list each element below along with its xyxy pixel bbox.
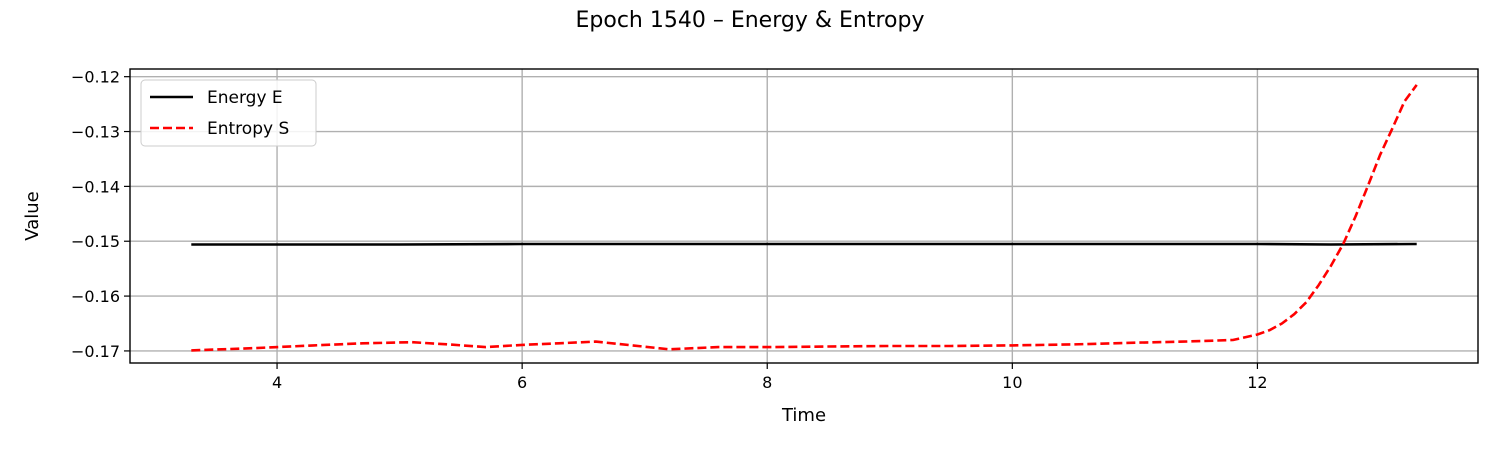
y-tick-label: −0.13 (71, 123, 120, 142)
plot-area (129, 68, 1479, 364)
x-tick-label: 4 (272, 373, 282, 392)
ticks: 4 6 8 10 12 −0.17 −0.16 −0.15 −0.14 −0.13 −0.12 (71, 68, 1268, 392)
x-tick-label: 12 (1247, 373, 1267, 392)
chart-title: Epoch 1540 – Energy & Entropy (576, 8, 925, 33)
x-tick-label: 10 (1002, 373, 1022, 392)
series-group (191, 84, 1418, 352)
x-axis-label: Time (781, 405, 826, 426)
grid (130, 69, 1478, 363)
x-tick-label: 8 (762, 373, 772, 392)
legend-label-energy: Energy E (207, 88, 283, 108)
y-tick-label: −0.16 (71, 287, 120, 306)
y-tick-label: −0.12 (71, 68, 120, 87)
series-line-entropy (191, 84, 1418, 352)
legend: Energy E Entropy S (140, 79, 317, 147)
x-tick-label: 6 (517, 373, 527, 392)
y-tick-label: −0.15 (71, 232, 120, 251)
y-tick-label: −0.14 (71, 177, 120, 196)
y-tick-label: −0.17 (71, 342, 120, 361)
y-axis-label: Value (22, 191, 43, 240)
legend-label-entropy: Entropy S (207, 119, 289, 139)
series-line-energy (191, 242, 1417, 246)
